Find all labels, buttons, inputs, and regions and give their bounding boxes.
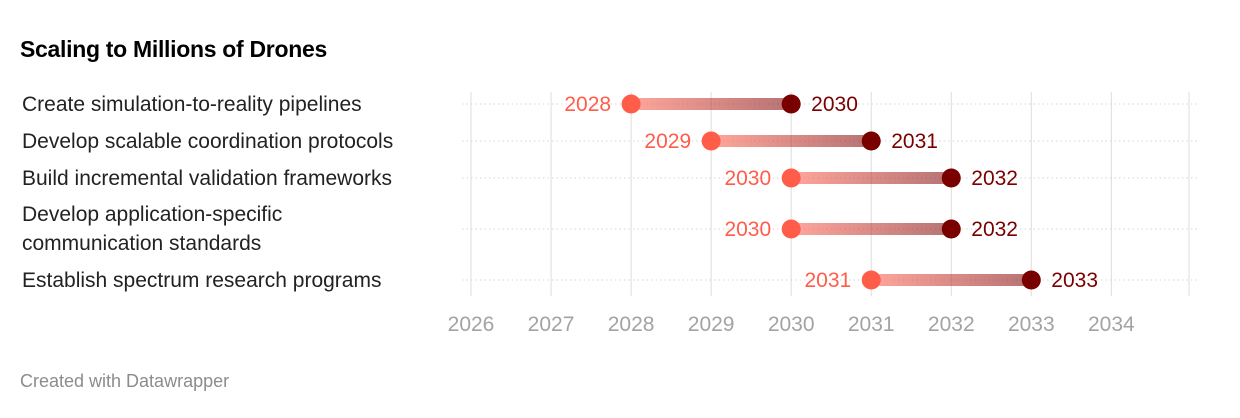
- row-label: Build incremental validation frameworks: [22, 167, 392, 190]
- end-value-label: 2032: [971, 218, 1018, 241]
- end-value-label: 2032: [971, 167, 1018, 190]
- start-dot: [781, 168, 801, 188]
- x-tick-label: 2028: [608, 313, 655, 336]
- x-axis-ticks: 2026 2027 2028 2029 2030 2031 2032 2033 2034: [448, 313, 1135, 336]
- end-value-label: 2030: [811, 93, 858, 116]
- x-tick-label: 2032: [928, 313, 975, 336]
- end-value-label: 2033: [1051, 269, 1098, 292]
- end-value-label: 2031: [891, 130, 938, 153]
- range-chart: Create simulation-to-reality pipelines De…: [22, 92, 1198, 336]
- row-label: Create simulation-to-reality pipelines: [22, 93, 362, 116]
- start-value-label: 2031: [805, 269, 852, 292]
- row-label: Establish spectrum research programs: [22, 269, 381, 292]
- grid-layer: [462, 92, 1198, 296]
- range-bar: [871, 274, 1032, 286]
- x-tick-label: 2031: [848, 313, 895, 336]
- start-dot: [861, 270, 881, 290]
- row-labels: Create simulation-to-reality pipelines De…: [22, 93, 393, 292]
- start-dot: [621, 94, 641, 114]
- x-tick-label: 2030: [768, 313, 815, 336]
- range-bar: [631, 98, 792, 110]
- end-dot: [861, 131, 881, 151]
- start-value-label: 2029: [644, 130, 691, 153]
- bars-layer: 2028 2030 2029 2031 2030 2032 2030 2032 2031 2033: [564, 93, 1098, 292]
- x-tick-label: 2027: [528, 313, 575, 336]
- range-bar: [711, 135, 872, 147]
- footer-credit: Created with Datawrapper: [20, 371, 230, 391]
- start-value-label: 2030: [724, 167, 771, 190]
- range-bar: [791, 223, 952, 235]
- start-dot: [701, 131, 721, 151]
- start-value-label: 2028: [564, 93, 611, 116]
- x-tick-label: 2026: [448, 313, 495, 336]
- end-dot: [941, 168, 961, 188]
- x-tick-label: 2033: [1008, 313, 1055, 336]
- end-dot: [1021, 270, 1041, 290]
- start-value-label: 2030: [724, 218, 771, 241]
- row-label: Develop scalable coordination protocols: [22, 130, 393, 153]
- row-label: communication standards: [22, 232, 261, 255]
- start-dot: [781, 219, 801, 239]
- x-tick-label: 2029: [688, 313, 735, 336]
- row-label: Develop application-specific: [22, 203, 282, 226]
- range-bar: [791, 172, 952, 184]
- end-dot: [941, 219, 961, 239]
- chart-title: Scaling to Millions of Drones: [20, 36, 327, 62]
- end-dot: [781, 94, 801, 114]
- x-tick-label: 2034: [1088, 313, 1135, 336]
